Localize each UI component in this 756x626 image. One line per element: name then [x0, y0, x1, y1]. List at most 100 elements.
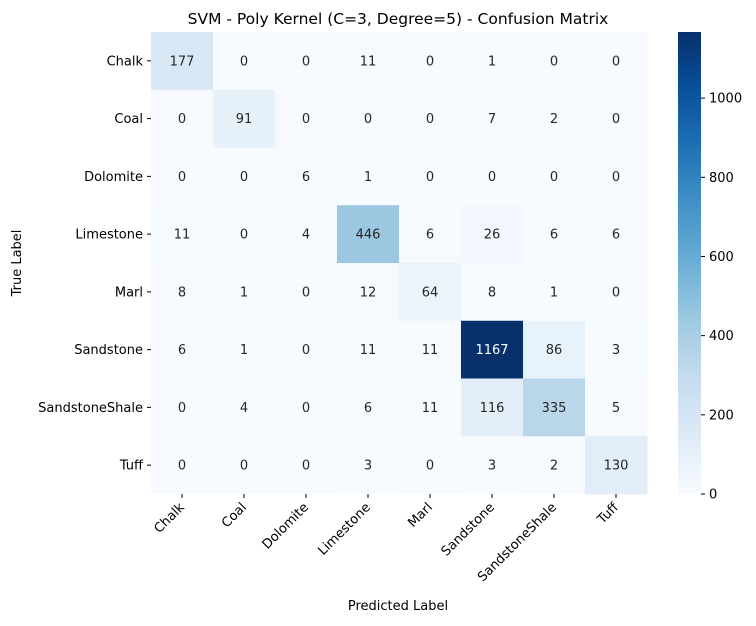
x-axis-label: Predicted Label	[348, 599, 448, 614]
y-tick-label: Sandstone	[74, 343, 143, 358]
heatmap-cell	[275, 147, 338, 206]
cell-value-label: 446	[356, 228, 381, 243]
heatmap-cell	[523, 89, 586, 148]
heatmap-cell	[585, 263, 648, 322]
heatmap-cell	[151, 32, 214, 91]
heatmap-cell	[213, 436, 276, 495]
cell-value-label: 6	[364, 401, 372, 416]
heatmap-cell	[337, 436, 400, 495]
heatmap-cell	[213, 147, 276, 206]
heatmap-cell	[213, 263, 276, 322]
cell-value-label: 86	[546, 343, 563, 358]
heatmap-cell	[337, 263, 400, 322]
cell-value-label: 6	[550, 228, 558, 243]
cell-value-label: 1	[550, 285, 558, 300]
cell-value-label: 0	[302, 343, 310, 358]
cell-value-label: 0	[178, 170, 186, 185]
cell-value-label: 335	[542, 401, 567, 416]
heatmap-cell	[399, 32, 462, 91]
cell-value-label: 0	[302, 459, 310, 474]
x-tick-labels: Chalk Coal Dolomite Limestone Marl SandstoneS…	[151, 494, 623, 585]
x-tick-label: Coal	[219, 500, 250, 531]
cell-value-label: 91	[236, 112, 253, 127]
cell-value-label: 130	[604, 459, 629, 474]
cell-value-label: 0	[488, 170, 496, 185]
y-tick-label: Chalk	[107, 54, 144, 69]
cell-value-label: 1	[240, 285, 248, 300]
heatmap-cell	[461, 320, 524, 379]
heatmap-cell	[337, 378, 400, 437]
cell-value-label: 26	[484, 228, 501, 243]
cell-value-label: 1	[240, 343, 248, 358]
heatmap-cell	[399, 89, 462, 148]
heatmap-cell	[151, 378, 214, 437]
colorbar-tick-label: 1000	[709, 92, 742, 107]
cell-value-label: 0	[426, 54, 434, 69]
heatmap-cell	[399, 320, 462, 379]
cell-value-label: 0	[426, 112, 434, 127]
cell-value-label: 64	[422, 285, 439, 300]
heatmap-cell	[523, 378, 586, 437]
cell-value-label: 3	[364, 459, 372, 474]
cell-value-label: 0	[302, 54, 310, 69]
heatmap-cell	[151, 89, 214, 148]
colorbar-tick-label: 200	[709, 408, 734, 423]
cell-value-label: 0	[612, 54, 620, 69]
y-tick-label: Dolomite	[84, 170, 143, 185]
y-tick-labels: ChalkCoalDolomiteLimestoneMarlSandstoneS…	[38, 54, 151, 474]
cell-value-label: 11	[422, 343, 439, 358]
cell-value-label: 6	[426, 228, 434, 243]
heatmap-cell	[275, 89, 338, 148]
heatmap-cell	[213, 320, 276, 379]
heatmap-cell	[585, 32, 648, 91]
heatmap-cell	[151, 436, 214, 495]
cell-value-label: 11	[422, 401, 439, 416]
cell-value-label: 0	[550, 170, 558, 185]
heatmap-cell	[585, 436, 648, 495]
cell-value-label: 11	[360, 343, 377, 358]
cell-value-label: 0	[364, 112, 372, 127]
cell-value-label: 0	[302, 401, 310, 416]
cell-value-label: 0	[302, 285, 310, 300]
y-tick-label: Limestone	[75, 228, 143, 243]
cell-value-label: 0	[178, 401, 186, 416]
heatmap-cell	[461, 147, 524, 206]
heatmap-cell	[275, 205, 338, 264]
cell-value-label: 11	[360, 54, 377, 69]
x-tick-label: Dolomite	[260, 500, 312, 552]
cell-value-label: 3	[612, 343, 620, 358]
cell-value-label: 2	[550, 459, 558, 474]
heatmap-cell	[337, 205, 400, 264]
cell-value-label: 6	[302, 170, 310, 185]
heatmap-cell	[523, 436, 586, 495]
x-tick-label: Chalk	[151, 500, 188, 537]
cell-value-label: 177	[170, 54, 195, 69]
heatmap-cell	[151, 205, 214, 264]
cell-value-label: 8	[488, 285, 496, 300]
cell-value-label: 2	[550, 112, 558, 127]
heatmap-cell	[399, 263, 462, 322]
cell-value-label: 1	[364, 170, 372, 185]
y-tick-label: Marl	[115, 285, 143, 300]
cell-value-label: 0	[178, 112, 186, 127]
heatmap-cell	[523, 263, 586, 322]
cell-value-label: 0	[178, 459, 186, 474]
heatmap-cell	[213, 32, 276, 91]
y-tick-label: SandstoneShale	[38, 401, 143, 416]
cell-value-label: 0	[612, 170, 620, 185]
heatmap-cells: 177 0 0 11 0 1 0 00 91 0 0 0 7 2 00 0 6 1 0 0 0 011 0 4 446 6 26 6 6…	[151, 32, 648, 495]
heatmap-cell	[461, 378, 524, 437]
heatmap-cell	[585, 205, 648, 264]
heatmap-cell	[461, 436, 524, 495]
heatmap-cell	[461, 89, 524, 148]
heatmap-cell	[399, 205, 462, 264]
cell-value-label: 0	[426, 170, 434, 185]
cell-value-label: 1	[488, 54, 496, 69]
heatmap-cell	[275, 378, 338, 437]
heatmap-cell	[213, 205, 276, 264]
cell-value-label: 7	[488, 112, 496, 127]
cell-value-label: 116	[480, 401, 505, 416]
colorbar-tick-label: 800	[709, 171, 734, 186]
